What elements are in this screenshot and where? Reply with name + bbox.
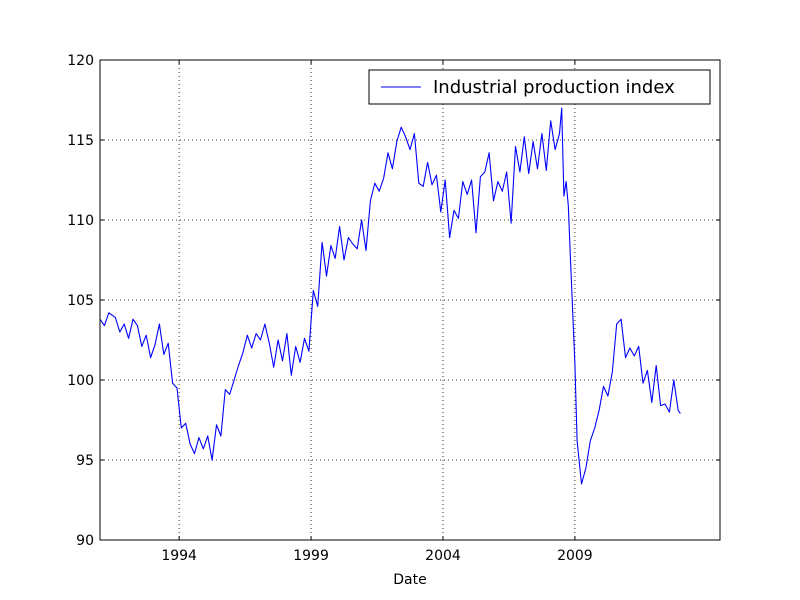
y-tick-label: 110 [67,213,94,229]
y-tick-label: 120 [67,53,94,69]
x-axis-title: Date [393,572,426,588]
legend-box [368,69,711,105]
series-line [99,107,681,485]
legend-label: Industrial production index [433,77,675,98]
x-tick-label: 1999 [293,548,329,564]
x-tick-label: 1994 [161,548,197,564]
x-tick-label: 2004 [425,548,461,564]
x-tick-label: 2009 [557,548,593,564]
grid-lines [100,60,720,540]
series-layer [99,107,681,485]
y-tick-label: 105 [67,293,94,309]
tick-labels: 90 95 100 105 110 115 120 1994 1999 2004 2009 [67,53,592,564]
legend: Industrial production index [368,69,711,105]
y-tick-label: 100 [67,373,94,389]
y-tick-label: 90 [76,533,94,549]
y-tick-label: 115 [67,133,94,149]
y-tick-label: 95 [76,453,94,469]
axis-ticks [100,59,720,541]
